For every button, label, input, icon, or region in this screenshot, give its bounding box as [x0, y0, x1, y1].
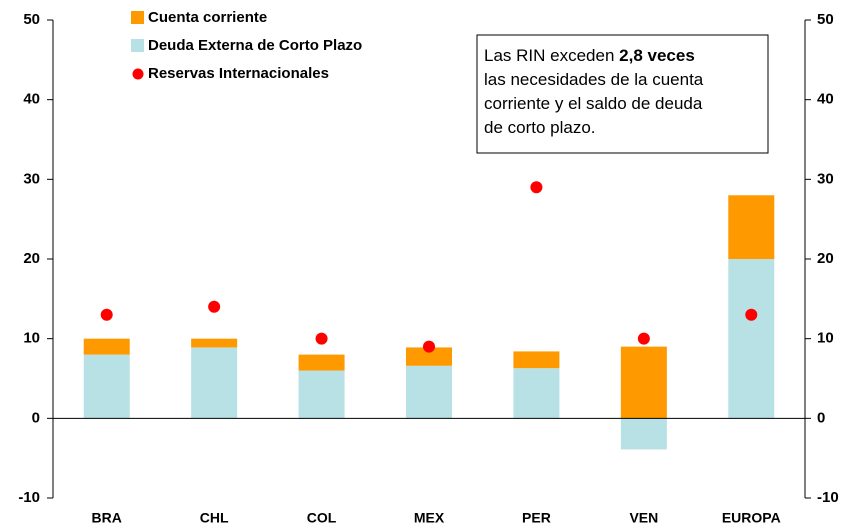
annotation-text: Las RIN exceden	[484, 46, 619, 65]
annotation-text: corriente y el saldo de deuda	[484, 94, 703, 113]
bar	[620, 418, 667, 450]
bar	[513, 351, 560, 369]
bar	[83, 354, 130, 419]
annotation-box	[476, 34, 769, 154]
y2-tick-label: 30	[817, 170, 834, 187]
annotation-line: de corto plazo.	[484, 118, 596, 137]
y-tick-label: 0	[32, 409, 40, 426]
legend-marker	[132, 68, 144, 80]
bar	[728, 195, 775, 259]
bar	[191, 338, 238, 348]
x-tick-label: PER	[522, 510, 551, 526]
x-tick-label: EUROPA	[722, 510, 781, 526]
y2-tick-label: -10	[817, 489, 839, 506]
legend-swatch	[131, 39, 144, 52]
annotation-text: de corto plazo.	[484, 118, 596, 137]
y2-tick-label: 0	[817, 409, 825, 426]
y2-tick-label: 20	[817, 250, 834, 267]
bar	[406, 347, 452, 366]
legend-label: Cuenta corriente	[148, 9, 267, 26]
bar	[513, 368, 560, 419]
bar	[83, 338, 130, 355]
annotation-line: las necesidades de la cuenta	[484, 70, 704, 89]
dot	[100, 308, 113, 321]
y2-tick-label: 40	[817, 91, 834, 108]
bar	[298, 354, 345, 371]
bar	[728, 259, 775, 419]
x-tick-label: COL	[307, 510, 337, 526]
bar	[406, 365, 452, 419]
annotation-text: 2,8 veces	[619, 46, 695, 65]
y-tick-label: 40	[23, 91, 40, 108]
annotation-line: Las RIN exceden 2,8 veces	[484, 46, 695, 65]
annotation-text: las necesidades de la cuenta	[484, 70, 704, 89]
y-tick-label: -10	[18, 489, 40, 506]
legend-label: Reservas Internacionales	[148, 65, 329, 82]
x-tick-label: BRA	[92, 510, 122, 526]
dot	[315, 332, 328, 345]
dot	[423, 340, 435, 353]
x-tick-label: MEX	[414, 510, 445, 526]
legend-label: Deuda Externa de Corto Plazo	[148, 37, 362, 54]
dot	[530, 181, 543, 194]
dot	[208, 300, 221, 313]
dot	[637, 332, 650, 345]
annotation: Las RIN exceden 2,8 veces las necesidades…	[484, 46, 704, 137]
y2-tick-label: 50	[817, 11, 834, 28]
legend-swatch	[131, 11, 144, 24]
bar	[620, 346, 667, 419]
y-tick-label: 20	[23, 250, 40, 267]
annotation-line: corriente y el saldo de deuda	[484, 94, 703, 113]
x-tick-label: VEN	[629, 510, 658, 526]
y-tick-label: 10	[23, 330, 40, 347]
dot	[745, 308, 758, 321]
y-tick-label: 30	[23, 170, 40, 187]
y-tick-label: 50	[23, 11, 40, 28]
x-tick-label: CHL	[200, 510, 229, 526]
y2-tick-label: 10	[817, 330, 834, 347]
bar	[298, 370, 345, 419]
bar	[191, 347, 238, 419]
